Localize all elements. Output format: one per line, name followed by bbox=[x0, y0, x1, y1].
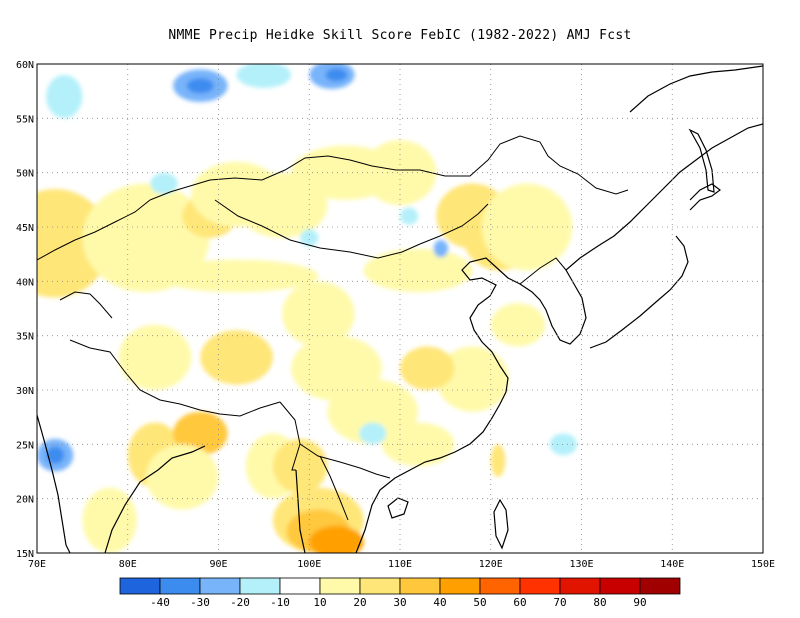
skill-patch bbox=[400, 207, 419, 225]
skill-patch bbox=[490, 303, 546, 347]
skill-shading bbox=[37, 64, 577, 553]
skill-patch bbox=[549, 433, 577, 456]
lon-tick-label: 120E bbox=[479, 559, 503, 570]
skill-patch bbox=[118, 324, 192, 390]
skill-patch bbox=[272, 438, 328, 494]
skill-patch bbox=[200, 330, 273, 385]
lon-tick-label: 110E bbox=[388, 559, 412, 570]
lon-tick-label: 90E bbox=[209, 559, 227, 570]
skill-patch bbox=[150, 172, 178, 195]
lon-tick-labels: 70E 80E 90E 100E 110E 120E 130E 140E 150E bbox=[28, 559, 775, 570]
skill-patch bbox=[433, 240, 449, 258]
lat-tick-label: 35N bbox=[16, 332, 34, 343]
colorbar-swatch bbox=[199, 577, 241, 595]
border-china-mongolia-russia bbox=[149, 135, 629, 201]
lat-tick-label: 40N bbox=[16, 277, 34, 288]
country-borders bbox=[37, 135, 629, 521]
colorbar-swatch bbox=[439, 577, 481, 595]
colorbar-label: 50 bbox=[473, 596, 486, 609]
colorbar-label: 40 bbox=[433, 596, 446, 609]
border-korea bbox=[519, 257, 567, 285]
coastline-indochina bbox=[295, 391, 507, 553]
skill-patch bbox=[381, 422, 455, 467]
skill-patch bbox=[300, 229, 319, 247]
lat-tick-label: 60N bbox=[16, 60, 34, 71]
colorbar-label: -40 bbox=[150, 596, 170, 609]
plot-frame bbox=[36, 63, 764, 554]
lon-tick-label: 130E bbox=[569, 559, 593, 570]
colorbar-label: 10 bbox=[313, 596, 326, 609]
skill-patch bbox=[145, 444, 219, 510]
skill-patch bbox=[154, 259, 319, 293]
coastline-china-east bbox=[461, 123, 763, 393]
skill-patch bbox=[186, 78, 214, 94]
coastline-india-east bbox=[104, 445, 206, 553]
lat-tick-label: 50N bbox=[16, 169, 34, 180]
colorbar-swatch bbox=[479, 577, 521, 595]
lat-tick-label: 55N bbox=[16, 114, 34, 125]
colorbar-swatch bbox=[279, 577, 321, 595]
colorbar-swatch bbox=[119, 577, 161, 595]
colorbar-label: 20 bbox=[353, 596, 366, 609]
border-southeast-asia bbox=[279, 401, 391, 521]
colorbar-swatch bbox=[359, 577, 401, 595]
skill-patch bbox=[46, 446, 65, 464]
border-china-india bbox=[69, 339, 281, 417]
lon-tick-label: 150E bbox=[751, 559, 775, 570]
colorbar-swatch bbox=[159, 577, 201, 595]
lon-tick-label: 70E bbox=[28, 559, 46, 570]
skill-patch bbox=[363, 248, 473, 293]
coastline-japan bbox=[589, 183, 721, 349]
coastlines bbox=[37, 65, 763, 553]
skill-patch bbox=[282, 281, 355, 347]
colorbar-swatch bbox=[599, 577, 641, 595]
skill-patch bbox=[173, 411, 228, 456]
colorbar-swatch bbox=[239, 577, 281, 595]
colorbar-swatch bbox=[399, 577, 441, 595]
lon-tick-label: 80E bbox=[119, 559, 137, 570]
lat-tick-label: 30N bbox=[16, 386, 34, 397]
skill-patch bbox=[82, 487, 137, 553]
border-central-asia bbox=[37, 199, 151, 319]
colorbar-label: -30 bbox=[190, 596, 210, 609]
colorbar-label: 30 bbox=[393, 596, 406, 609]
chart-title: NMME Precip Heidke Skill Score FebIC (19… bbox=[168, 28, 632, 43]
colorbar-swatch bbox=[519, 577, 561, 595]
colorbar-label: -20 bbox=[230, 596, 250, 609]
lat-tick-label: 45N bbox=[16, 223, 34, 234]
skill-patch bbox=[46, 74, 83, 119]
lon-tick-label: 140E bbox=[660, 559, 684, 570]
coastline-sakhalin bbox=[688, 128, 715, 193]
coastline-asia-mainland bbox=[37, 414, 71, 553]
colorbar: -40 -30 -20 -10 10 20 30 40 50 60 70 80 90 bbox=[119, 577, 681, 609]
lat-tick-label: 20N bbox=[16, 495, 34, 506]
colorbar-label: 80 bbox=[593, 596, 606, 609]
lat-tick-label: 15N bbox=[16, 549, 34, 560]
colorbar-label: 70 bbox=[553, 596, 566, 609]
skill-patch bbox=[436, 346, 509, 412]
skill-patch bbox=[400, 346, 455, 390]
lat-tick-labels: 15N 20N 25N 30N 35N 40N 45N 50N 55N 60N bbox=[16, 60, 34, 560]
skill-patch bbox=[490, 444, 506, 477]
colorbar-swatch bbox=[639, 577, 681, 595]
lat-tick-label: 25N bbox=[16, 440, 34, 451]
colorbar-label: 90 bbox=[633, 596, 646, 609]
border-china-mongolia bbox=[214, 199, 489, 259]
lon-tick-label: 100E bbox=[297, 559, 321, 570]
colorbar-swatch bbox=[319, 577, 361, 595]
skill-patch bbox=[325, 68, 348, 82]
gridlines bbox=[37, 64, 763, 553]
colorbar-label: -10 bbox=[270, 596, 290, 609]
coastline-okhotsk bbox=[629, 65, 763, 113]
skill-patch bbox=[359, 422, 387, 445]
coastline-taiwan-hainan bbox=[387, 497, 509, 550]
skill-patch bbox=[309, 525, 364, 553]
colorbar-label: 60 bbox=[513, 596, 526, 609]
skill-patch bbox=[236, 64, 292, 88]
colorbar-swatch bbox=[559, 577, 601, 595]
skill-patch bbox=[363, 140, 437, 206]
